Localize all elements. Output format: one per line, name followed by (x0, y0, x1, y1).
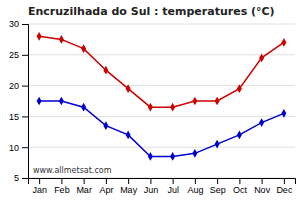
tick-label: 10 (9, 143, 19, 153)
tick-label: Oct (233, 185, 248, 195)
tick: 20 (9, 81, 28, 91)
marker (81, 103, 86, 112)
tick: Oct (233, 178, 248, 195)
series (37, 32, 287, 112)
line (39, 101, 284, 156)
grid (28, 24, 295, 178)
marker (281, 38, 286, 47)
marker (148, 152, 153, 161)
tick-mark (22, 147, 28, 148)
axis-line (29, 179, 296, 185)
tick-mark (262, 178, 263, 184)
marker (126, 84, 131, 93)
marks (37, 32, 287, 161)
tick-label: Jan (32, 185, 47, 195)
marker (126, 131, 131, 140)
tick-mark (22, 86, 28, 87)
tick-mark (61, 178, 62, 184)
tick: 5 (14, 173, 28, 183)
tick-mark (106, 178, 107, 184)
annotation: www.allmetsat.com (33, 166, 112, 175)
marker (281, 109, 286, 118)
tick: 10 (9, 143, 28, 153)
grid-line (28, 116, 295, 117)
tick-mark (284, 178, 285, 184)
tick-mark (128, 178, 129, 184)
tick-mark (22, 178, 28, 179)
marker (170, 152, 175, 161)
marker (259, 118, 264, 127)
tick-label: 5 (14, 173, 19, 183)
tick-label: 20 (9, 81, 19, 91)
tick-label: Nov (254, 185, 271, 195)
tick-label: Sep (210, 185, 226, 195)
tick: Sep (210, 178, 226, 195)
tick: Feb (54, 178, 70, 195)
tick-label: Jun (144, 185, 159, 195)
title: Encruzilhada do Sul : temperatures (°C) (28, 5, 275, 18)
tick: 25 (9, 50, 28, 60)
tick-label: Apr (99, 185, 113, 195)
marker (103, 121, 108, 130)
grid-line (28, 147, 295, 148)
tick: Jun (144, 178, 159, 195)
tick-label: 30 (9, 19, 19, 29)
series (37, 97, 287, 161)
tick-label: 25 (9, 50, 19, 60)
grid-line (28, 85, 295, 86)
marker (215, 97, 220, 106)
y-axis: 5 10 15 20 25 30 (9, 19, 29, 183)
x-axis: Jan Feb Mar Apr May Jun Jul Aug Sep Oct Nov Dec (29, 178, 296, 195)
marker (59, 97, 64, 106)
plot: 5 10 15 20 25 30 Jan Feb Mar Apr May Jun Jul Aug Sep Oc… (9, 19, 296, 195)
axis-line (22, 25, 29, 179)
marker (103, 66, 108, 75)
tick: May (120, 178, 138, 195)
tick-mark (22, 55, 28, 56)
marker (170, 103, 175, 112)
tick-label: Jul (167, 185, 179, 195)
tick: Apr (99, 178, 113, 195)
tick-label: Aug (187, 185, 203, 195)
tick: Mar (76, 178, 92, 195)
marker (192, 97, 197, 106)
tick-label: 15 (9, 112, 19, 122)
marker (237, 84, 242, 93)
marker (37, 97, 42, 106)
marker (215, 140, 220, 149)
tick-mark (22, 24, 28, 25)
tick: Aug (187, 178, 203, 195)
marker (37, 32, 42, 41)
tick-label: May (120, 185, 138, 195)
line (39, 36, 284, 107)
tick-mark (22, 116, 28, 117)
tick-label: Mar (76, 185, 92, 195)
tick: Dec (276, 178, 293, 195)
tick-mark (84, 178, 85, 184)
tick: 30 (9, 19, 28, 29)
grid-line (28, 54, 295, 55)
marker (148, 103, 153, 112)
tick-mark (150, 178, 151, 184)
tick-mark (239, 178, 240, 184)
tick-mark (39, 178, 40, 184)
marker (81, 44, 86, 53)
marker (59, 35, 64, 44)
chart: Encruzilhada do Sul : temperatures (°C)5… (0, 0, 305, 200)
marker (192, 149, 197, 158)
tick-mark (173, 178, 174, 184)
tick: Jan (32, 178, 47, 195)
marker (237, 131, 242, 140)
tick-label: Dec (276, 185, 293, 195)
marker (259, 54, 264, 63)
tick: 15 (9, 112, 28, 122)
tick-mark (217, 178, 218, 184)
grid-line (28, 24, 295, 25)
tick: Nov (254, 178, 271, 195)
tick-mark (195, 178, 196, 184)
tick-label: Feb (54, 185, 70, 195)
tick: Jul (167, 178, 179, 195)
